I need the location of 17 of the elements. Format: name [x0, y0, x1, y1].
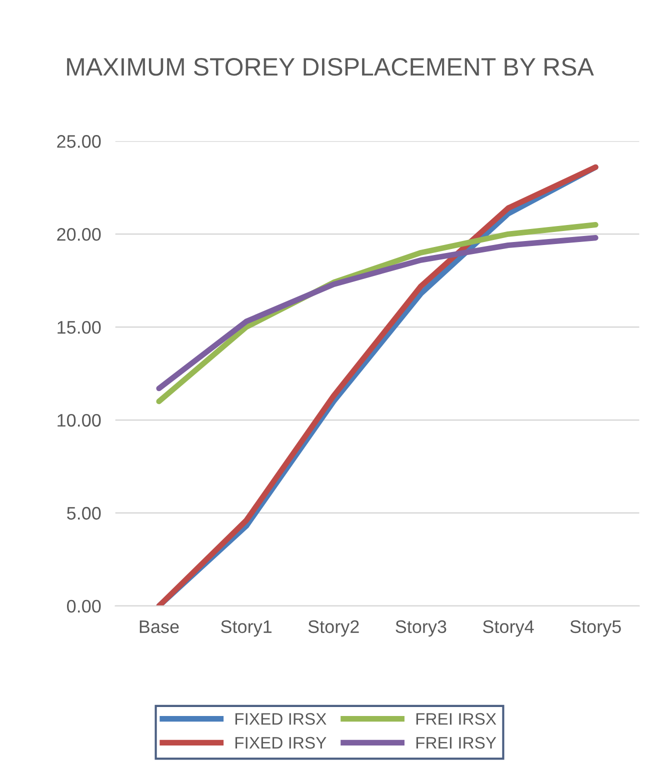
x-tick-label: Story4 — [482, 620, 534, 637]
y-tick-label: 10.00 — [58, 414, 101, 427]
legend-label: FREI IRSX — [416, 713, 496, 725]
x-tick-label: Story1 — [221, 620, 272, 637]
y-tick-label: 20.00 — [57, 228, 101, 241]
y-tick-label: 15.00 — [58, 320, 101, 334]
legend-label: FIXED IRSX — [235, 713, 326, 725]
y-tick-label: 25.00 — [57, 135, 101, 148]
y-tick-label: 0.00 — [67, 600, 101, 613]
legend-label: FREI IRSY — [416, 736, 496, 749]
legend-label: FIXED IRSY — [235, 736, 326, 749]
chart-title: MAXIMUM STOREY DISPLACEMENT BY RSA — [67, 58, 594, 76]
x-tick-label: Base — [140, 620, 179, 634]
x-tick-label: Story2 — [308, 620, 359, 637]
x-tick-label: Story3 — [396, 620, 446, 637]
x-tick-label: Story5 — [570, 620, 621, 637]
y-tick-label: 5.00 — [67, 506, 101, 520]
